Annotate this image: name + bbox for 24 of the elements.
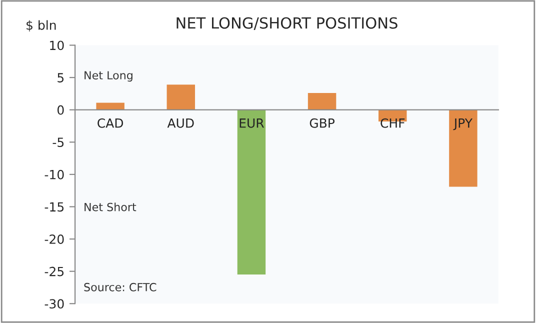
x-tick-label: EUR: [240, 118, 264, 128]
y-tick-label: -20: [44, 234, 64, 244]
x-tick-label: AUD: [167, 118, 194, 128]
x-tick-label: GBP: [310, 118, 335, 128]
y-tick-label: -5: [52, 138, 64, 148]
bar: [237, 110, 266, 275]
y-tick-label: -15: [44, 202, 64, 212]
bar: [449, 110, 478, 187]
annotation: Net Long: [84, 71, 132, 82]
bar: [308, 93, 336, 110]
y-tick-label: -25: [44, 266, 64, 276]
bar: [96, 102, 124, 110]
y-tick-label: 5: [58, 73, 64, 82]
y-axis-title: $ bln: [26, 20, 56, 32]
annotation: Source: CFTC: [84, 282, 156, 292]
y-tick-label: -30: [44, 299, 64, 309]
x-tick-label: CAD: [98, 118, 124, 128]
x-tick-label: JPY: [453, 118, 473, 130]
bar: [166, 84, 196, 110]
y-tick-label: 10: [50, 40, 64, 50]
chart-title: NET LONG/SHORT POSITIONS: [176, 17, 398, 30]
y-tick-label: 0: [57, 105, 64, 115]
y-tick-label: -10: [44, 170, 64, 180]
annotation: Net Short: [84, 202, 136, 212]
